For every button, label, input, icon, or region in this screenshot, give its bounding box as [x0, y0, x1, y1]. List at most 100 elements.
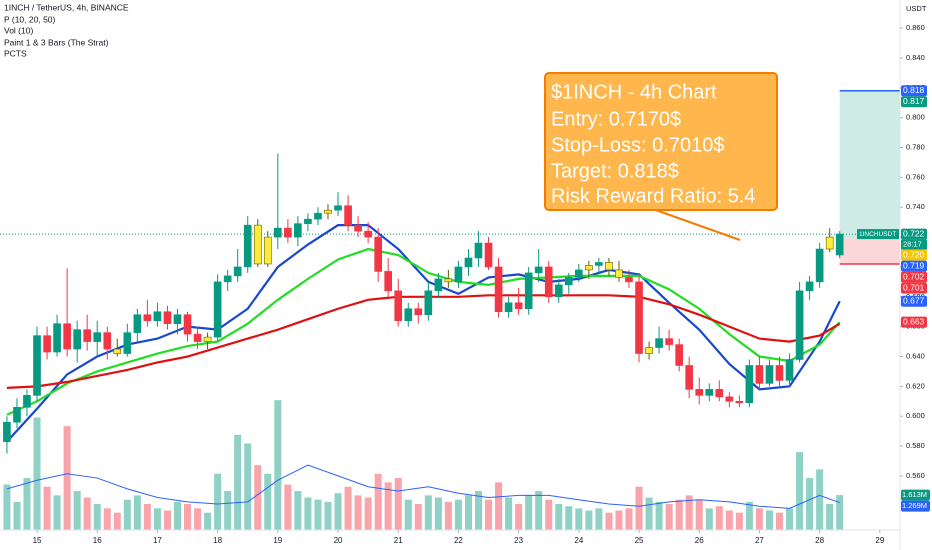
candle-body [223, 275, 232, 283]
candle-body [434, 278, 443, 292]
callout-text: Risk Reward Ratio: 5.4 [551, 185, 756, 207]
volume-bar [173, 501, 181, 530]
volume-bar [254, 465, 262, 530]
candle-body [625, 277, 633, 283]
candle-body [474, 242, 483, 259]
callout: $1INCH - 4h Chart Entry: 0.7170$ Stop-Lo… [544, 72, 778, 241]
volume-bar [765, 510, 774, 530]
volume-bar [615, 510, 623, 530]
y-tick-label: 0.860 [906, 23, 925, 32]
candle-body [745, 365, 754, 404]
volume-bar [194, 508, 202, 530]
candle-body [775, 365, 784, 381]
candle-body [725, 396, 734, 402]
price-label-box [901, 85, 927, 97]
indicator-label: P (10, 20, 50) [4, 14, 56, 24]
candle-body [183, 314, 192, 335]
candle-body [143, 314, 152, 321]
y-tick-label: 0.740 [906, 202, 925, 211]
candle-body [153, 311, 162, 321]
candle-body [424, 290, 433, 316]
indicator-label: Paint 1 & 3 Bars (The Strat) [4, 37, 109, 47]
price-label-box [901, 316, 927, 328]
volume-bar [53, 495, 61, 530]
volume-bar [645, 497, 653, 530]
candle-body [765, 365, 774, 384]
volume-bar [796, 452, 804, 530]
candle-body [464, 257, 473, 268]
candle-body [33, 335, 41, 396]
volume-bar [695, 499, 703, 530]
volume-ma-line [6, 464, 840, 509]
volume-bar [515, 504, 523, 530]
volume-bar [665, 504, 673, 530]
volume-bar [464, 495, 473, 530]
candle-body [404, 308, 413, 321]
volume-bar [635, 486, 643, 530]
volume-label-box [901, 489, 930, 501]
volume-bar [625, 508, 633, 530]
candle-body [13, 406, 21, 423]
volume-bar [234, 434, 242, 530]
target-zone [839, 90, 900, 239]
price-label-box [901, 249, 927, 261]
x-tick-label: 29 [875, 536, 884, 545]
candle-body [103, 332, 112, 350]
price-label-box [901, 282, 927, 294]
volume-bar [505, 497, 513, 530]
candle-body [374, 236, 382, 272]
candle-body [735, 401, 744, 404]
candle-body [675, 344, 684, 366]
x-tick-label: 17 [153, 536, 162, 545]
volume-bar [725, 510, 733, 530]
ma-line [6, 224, 841, 443]
candle-body [364, 230, 372, 238]
candle-body [123, 332, 132, 354]
plot-area [0, 90, 900, 530]
candle-body [163, 311, 172, 324]
candle-body [253, 224, 262, 265]
x-tick-label: 19 [273, 536, 282, 545]
volume-bar [655, 501, 663, 530]
candle-body [173, 314, 182, 324]
price-label: 0.818 [903, 85, 925, 95]
volume-bar [585, 510, 593, 530]
candle-body [665, 338, 673, 345]
x-tick-label: 25 [635, 536, 644, 545]
volume-bar [535, 491, 543, 530]
candle-body [554, 284, 563, 298]
x-tick-label: 26 [695, 536, 704, 545]
candle-body [454, 266, 463, 283]
symbol-box [857, 229, 899, 240]
volume-bar [545, 499, 553, 530]
volume-bar [495, 482, 503, 530]
volume-bar [3, 484, 11, 530]
y-tick-label: 0.600 [906, 411, 925, 420]
candle-body [324, 209, 332, 214]
axis-unit: USDT [906, 4, 927, 13]
y-tick-label: 0.640 [906, 352, 925, 361]
indicator-label: Vol (10) [4, 25, 33, 35]
volume-bar [13, 501, 21, 530]
candle-body [304, 218, 312, 224]
volume-bar [404, 499, 412, 530]
x-tick-label: 15 [33, 536, 42, 545]
indicator-label: PCTS [4, 48, 27, 58]
candle-body [263, 236, 272, 265]
candle-body [63, 323, 71, 350]
candle-body [274, 227, 282, 238]
candle-body [284, 227, 292, 238]
candle-body [645, 347, 653, 354]
volume-bar [675, 499, 683, 530]
price-label: 0.720 [903, 249, 925, 259]
volume-label: 1.613M [902, 490, 927, 499]
candle-body [334, 205, 342, 211]
volume-bar [204, 512, 212, 530]
volume-bar [755, 508, 763, 530]
volume-bar [274, 400, 282, 530]
volume-bar [113, 512, 121, 530]
candle-body [243, 224, 252, 268]
candle-body [83, 329, 91, 342]
volume-bar [103, 508, 111, 530]
